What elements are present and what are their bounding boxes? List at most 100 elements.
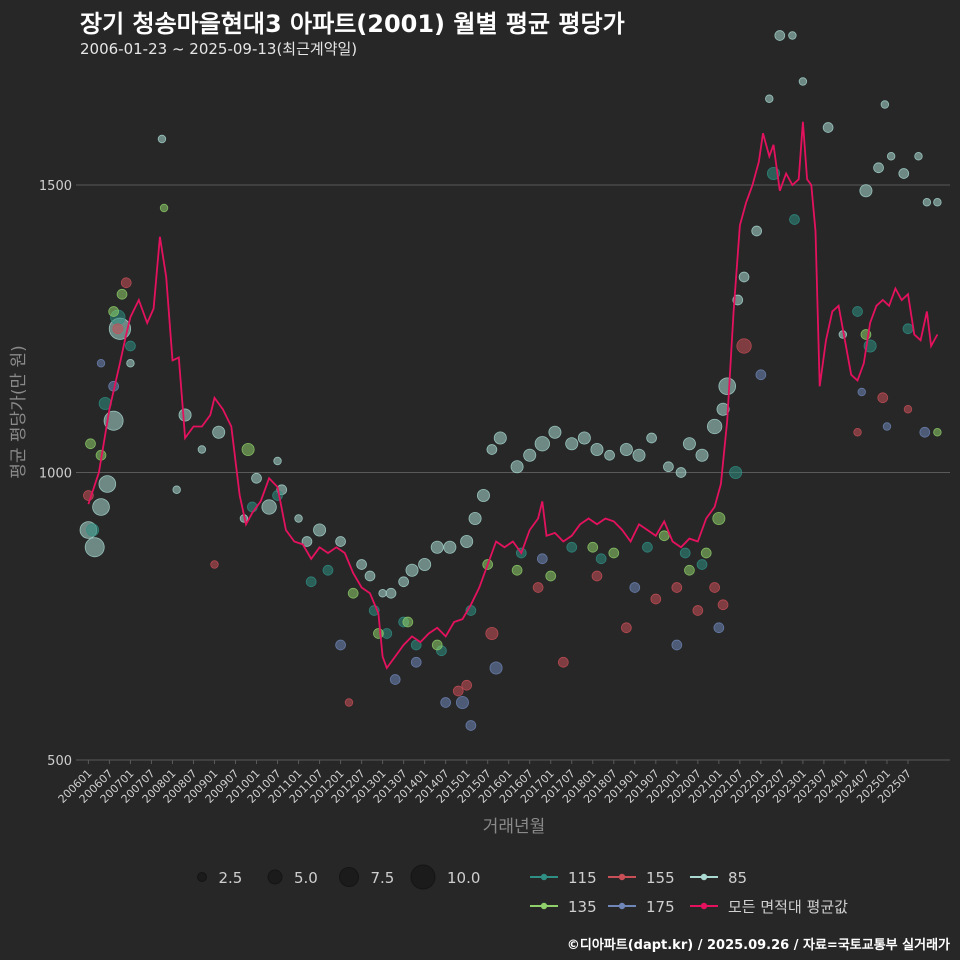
color-legend-label: 85 <box>728 869 747 887</box>
scatter-point-115 <box>125 340 136 352</box>
scatter-point-175 <box>755 369 767 381</box>
scatter-point-115 <box>322 564 334 576</box>
color-legend-dot <box>700 873 708 881</box>
scatter-point-135 <box>511 564 523 576</box>
scatter-point-115 <box>902 323 914 335</box>
scatter-point-85 <box>364 570 376 582</box>
scatter-point-85 <box>126 359 135 368</box>
scatter-point-115 <box>566 541 578 553</box>
scatter-point-85 <box>604 449 615 461</box>
scatter-point-85 <box>273 456 282 466</box>
scatter-point-85 <box>718 377 737 396</box>
scatter-point-175 <box>96 359 106 368</box>
scatter-point-85 <box>356 559 367 570</box>
scatter-point-85 <box>335 536 346 547</box>
color-legend-dot <box>540 873 548 881</box>
scatter-point-85 <box>859 184 873 198</box>
scatter-point-135 <box>108 306 119 317</box>
scatter-point-155 <box>877 392 889 404</box>
scatter-point-85 <box>898 168 910 179</box>
scatter-point-175 <box>389 674 401 685</box>
color-legend-label: 135 <box>568 898 597 916</box>
scatter-point-135 <box>347 587 359 599</box>
scatter-point-135 <box>85 438 96 450</box>
scatter-point-155 <box>692 605 704 616</box>
color-legend-dot <box>700 902 708 910</box>
legend: 2.5 5.0 7.5 10.0 115 155 85 135 175 모든 면적대 평균값 <box>197 864 848 916</box>
scatter-point-85 <box>385 587 397 599</box>
scatter-point-155 <box>621 622 632 634</box>
scatter-point-85 <box>534 436 550 452</box>
y-tick-label: 1000 <box>39 467 72 482</box>
scatter-point-175 <box>629 582 641 593</box>
scatter-point-85 <box>476 488 490 502</box>
scatter-point-115 <box>729 465 743 479</box>
scatter-point-85 <box>418 558 432 572</box>
scatter-point-85 <box>548 425 562 439</box>
scatter-point-85 <box>405 563 419 577</box>
size-legend-dot <box>339 867 359 887</box>
scatter-point-85 <box>197 445 207 454</box>
scatter-point-175 <box>713 622 725 634</box>
scatter-point-85 <box>646 432 657 444</box>
scatter-point-135 <box>159 203 169 213</box>
color-legend-dot <box>618 902 626 910</box>
scatter-point-85 <box>933 198 942 207</box>
scatter-point-85 <box>157 134 167 144</box>
scatter-point-155 <box>591 570 603 582</box>
scatter-point-155 <box>709 582 720 593</box>
scatter-point-155 <box>210 560 219 569</box>
scatter-point-135 <box>587 541 599 553</box>
scatter-point-175 <box>489 661 503 675</box>
scatter-point-155 <box>120 277 132 289</box>
scatter-point-85 <box>443 540 457 554</box>
scatter-point-175 <box>335 639 346 651</box>
scatter-point-85 <box>765 94 774 103</box>
scatter-point-85 <box>619 442 633 456</box>
scatter-point-115 <box>696 559 708 570</box>
scatter-point-85 <box>774 30 786 41</box>
y-axis-label: 평균 평당가(만 원) <box>9 345 29 479</box>
scatter-point-175 <box>455 696 469 710</box>
scatter-point-155 <box>112 323 124 335</box>
scatter-point-85 <box>873 162 884 174</box>
scatter-point-135 <box>241 442 255 456</box>
scatter-point-85 <box>84 537 105 558</box>
scatter-point-85 <box>301 536 313 547</box>
size-legend-label: 2.5 <box>219 869 243 887</box>
scatter-point-115 <box>86 523 100 537</box>
color-legend-label: 175 <box>646 898 675 916</box>
scatter-point-85 <box>493 431 507 445</box>
scatter-point-135 <box>545 570 557 582</box>
scatter-point-175 <box>857 387 866 397</box>
chart-subtitle: 2006-01-23 ~ 2025-09-13(최근계약일) <box>80 40 358 58</box>
scatter-point-155 <box>452 685 464 697</box>
scatter-point-115 <box>679 547 691 559</box>
credit-text: ©디아파트(dapt.kr) / 2025.09.26 / 자료=국토교통부 실… <box>566 938 950 953</box>
y-tick-label: 500 <box>47 754 72 769</box>
color-legend-dot <box>618 873 626 881</box>
scatter-point-175 <box>671 639 683 651</box>
scatter-point-175 <box>536 553 548 565</box>
scatter-points <box>79 30 942 731</box>
scatter-point-85 <box>577 431 591 445</box>
scatter-point-115 <box>642 541 653 553</box>
scatter-point-85 <box>880 100 890 109</box>
scatter-point-85 <box>172 485 181 494</box>
scatter-point-85 <box>738 271 750 283</box>
size-legend-label: 7.5 <box>371 869 395 887</box>
scatter-point-85 <box>430 540 444 554</box>
scatter-point-85 <box>682 437 696 451</box>
scatter-point-85 <box>716 402 730 416</box>
scatter-point-85 <box>675 467 687 478</box>
scatter-point-115 <box>595 553 607 565</box>
scatter-point-115 <box>305 576 317 588</box>
scatter-point-135 <box>658 530 670 542</box>
y-tick-label: 1500 <box>39 179 72 194</box>
scatter-point-135 <box>431 639 443 651</box>
scatter-point-155 <box>717 599 729 611</box>
scatter-point-85 <box>510 460 524 474</box>
scatter-point-135 <box>933 428 942 437</box>
x-axis-label: 거래년월 <box>483 817 546 837</box>
